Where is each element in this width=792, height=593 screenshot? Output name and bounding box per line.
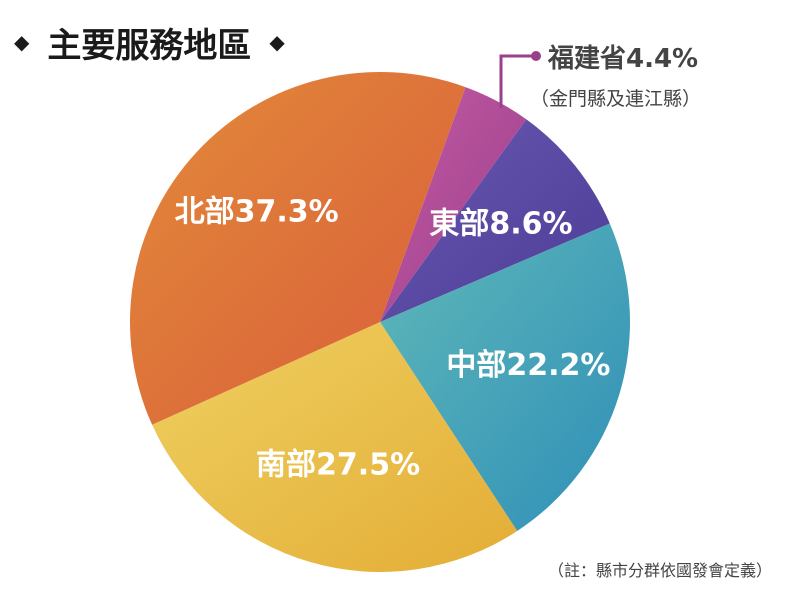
slice-label-4: 南部27.5% bbox=[256, 448, 420, 483]
diamond-bullet-icon: ◆ bbox=[269, 30, 285, 54]
diamond-bullet-icon: ◆ bbox=[14, 30, 30, 54]
slice-label-5: 北部37.3% bbox=[175, 195, 339, 230]
callout-dot bbox=[531, 51, 541, 61]
pie-slice-1 bbox=[380, 87, 527, 322]
slice-label-2: 東部8.6% bbox=[429, 207, 572, 242]
chart-title: 主要服務地區 bbox=[47, 25, 252, 66]
callout-leader-line bbox=[499, 54, 532, 108]
chart-title-row: ◆ 主要服務地區 ◆ bbox=[14, 18, 285, 66]
slice-label-3: 中部22.2% bbox=[446, 348, 610, 383]
pie-slice-5 bbox=[129, 71, 466, 425]
pie-slice-2 bbox=[380, 119, 610, 322]
callout-sublabel-fujian: （金門縣及連江縣） bbox=[530, 88, 702, 110]
pie-slice-3 bbox=[380, 223, 630, 531]
pie-slice-4 bbox=[152, 322, 518, 573]
footnote: （註：縣市分群依國發會定義） bbox=[547, 561, 772, 580]
callout-label-fujian: 福建省4.4% bbox=[548, 44, 699, 74]
